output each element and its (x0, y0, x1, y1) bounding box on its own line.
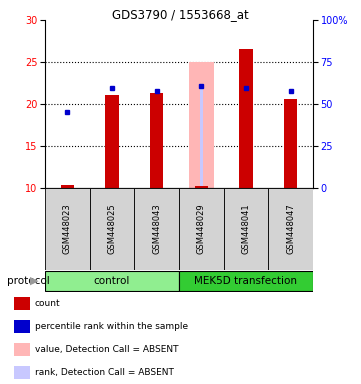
Text: value, Detection Call = ABSENT: value, Detection Call = ABSENT (35, 345, 178, 354)
Text: percentile rank within the sample: percentile rank within the sample (35, 322, 188, 331)
Text: GSM448047: GSM448047 (286, 204, 295, 254)
Bar (105, 95, 119, 188)
Text: rank, Detection Call = ABSENT: rank, Detection Call = ABSENT (35, 368, 174, 377)
Bar (14, 297, 30, 310)
Bar (268, 188, 313, 270)
Bar (189, 62, 214, 188)
Bar (134, 188, 179, 270)
Bar (284, 99, 297, 188)
Bar (200, 86, 203, 188)
Bar (179, 271, 313, 291)
Text: MEK5D transfection: MEK5D transfection (195, 276, 297, 286)
Bar (61, 185, 74, 188)
Bar (224, 188, 268, 270)
Bar (14, 366, 30, 379)
Bar (90, 188, 134, 270)
Text: GSM448029: GSM448029 (197, 204, 206, 254)
Bar (239, 50, 253, 188)
Bar (14, 320, 30, 333)
Text: GSM448043: GSM448043 (152, 204, 161, 254)
Bar (14, 343, 30, 356)
Bar (45, 271, 179, 291)
Bar (179, 188, 224, 270)
Text: count: count (35, 299, 61, 308)
Text: ▶: ▶ (30, 276, 38, 286)
Text: GSM448025: GSM448025 (108, 204, 117, 254)
Bar (195, 186, 208, 188)
Text: GDS3790 / 1553668_at: GDS3790 / 1553668_at (112, 8, 249, 22)
Bar (150, 93, 164, 188)
Text: protocol: protocol (7, 276, 50, 286)
Text: GSM448023: GSM448023 (63, 204, 72, 254)
Bar (45, 188, 90, 270)
Text: control: control (94, 276, 130, 286)
Text: GSM448041: GSM448041 (242, 204, 251, 254)
